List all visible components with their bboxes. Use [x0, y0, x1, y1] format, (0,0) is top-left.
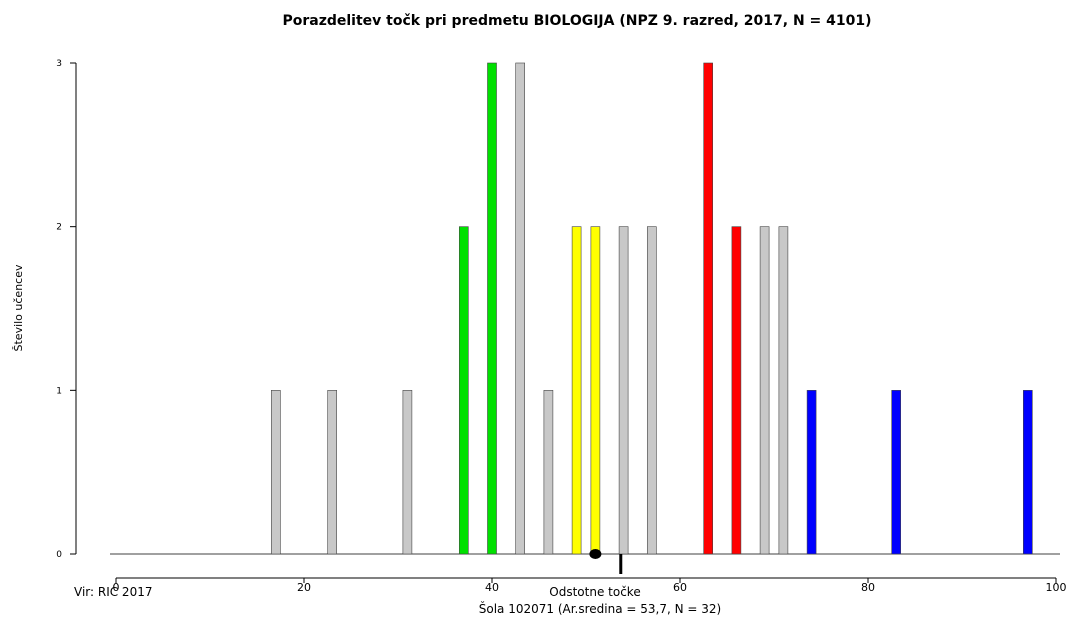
x-tick-label: 40	[485, 581, 499, 594]
source-note: Vir: RIC 2017	[74, 585, 152, 599]
bar	[571, 226, 582, 555]
x-axis-label: Odstotne točke	[549, 585, 640, 599]
y-tick-label: 3	[56, 59, 62, 69]
x-axis: 0 20 40 60 80 100	[113, 577, 1067, 594]
bar	[1022, 390, 1033, 555]
y-tick-label: 2	[56, 223, 62, 233]
bar	[891, 390, 902, 555]
x-tick-label: 60	[673, 581, 687, 594]
bar	[618, 226, 629, 555]
y-axis-label: Število učencev	[12, 264, 25, 351]
bar	[515, 62, 526, 555]
national-mean-dot	[589, 549, 602, 559]
bar	[731, 226, 742, 555]
y-tick-label: 0	[56, 550, 62, 560]
y-tick-label: 1	[56, 386, 62, 396]
x-tick-label: 20	[297, 581, 311, 594]
bars	[270, 62, 1033, 555]
bar	[543, 390, 554, 555]
bar	[327, 390, 338, 555]
bar	[487, 62, 497, 555]
bar	[703, 62, 714, 555]
y-axis: 0 1 2 3	[56, 59, 77, 560]
bar	[646, 226, 657, 555]
bar	[270, 390, 281, 555]
x-tick-label: 80	[861, 581, 875, 594]
x-tick-label: 100	[1046, 581, 1067, 594]
bar	[806, 390, 817, 555]
bar	[590, 226, 601, 555]
bar	[759, 226, 770, 555]
bar	[458, 226, 469, 555]
school-summary: Šola 102071 (Ar.sredina = 53,7, N = 32)	[479, 601, 721, 616]
bar	[778, 226, 789, 555]
bar	[402, 390, 413, 555]
chart-title: Porazdelitev točk pri predmetu BIOLOGIJA…	[282, 13, 871, 29]
x-tick-label: 0	[113, 581, 120, 594]
mean-markers	[589, 549, 623, 574]
